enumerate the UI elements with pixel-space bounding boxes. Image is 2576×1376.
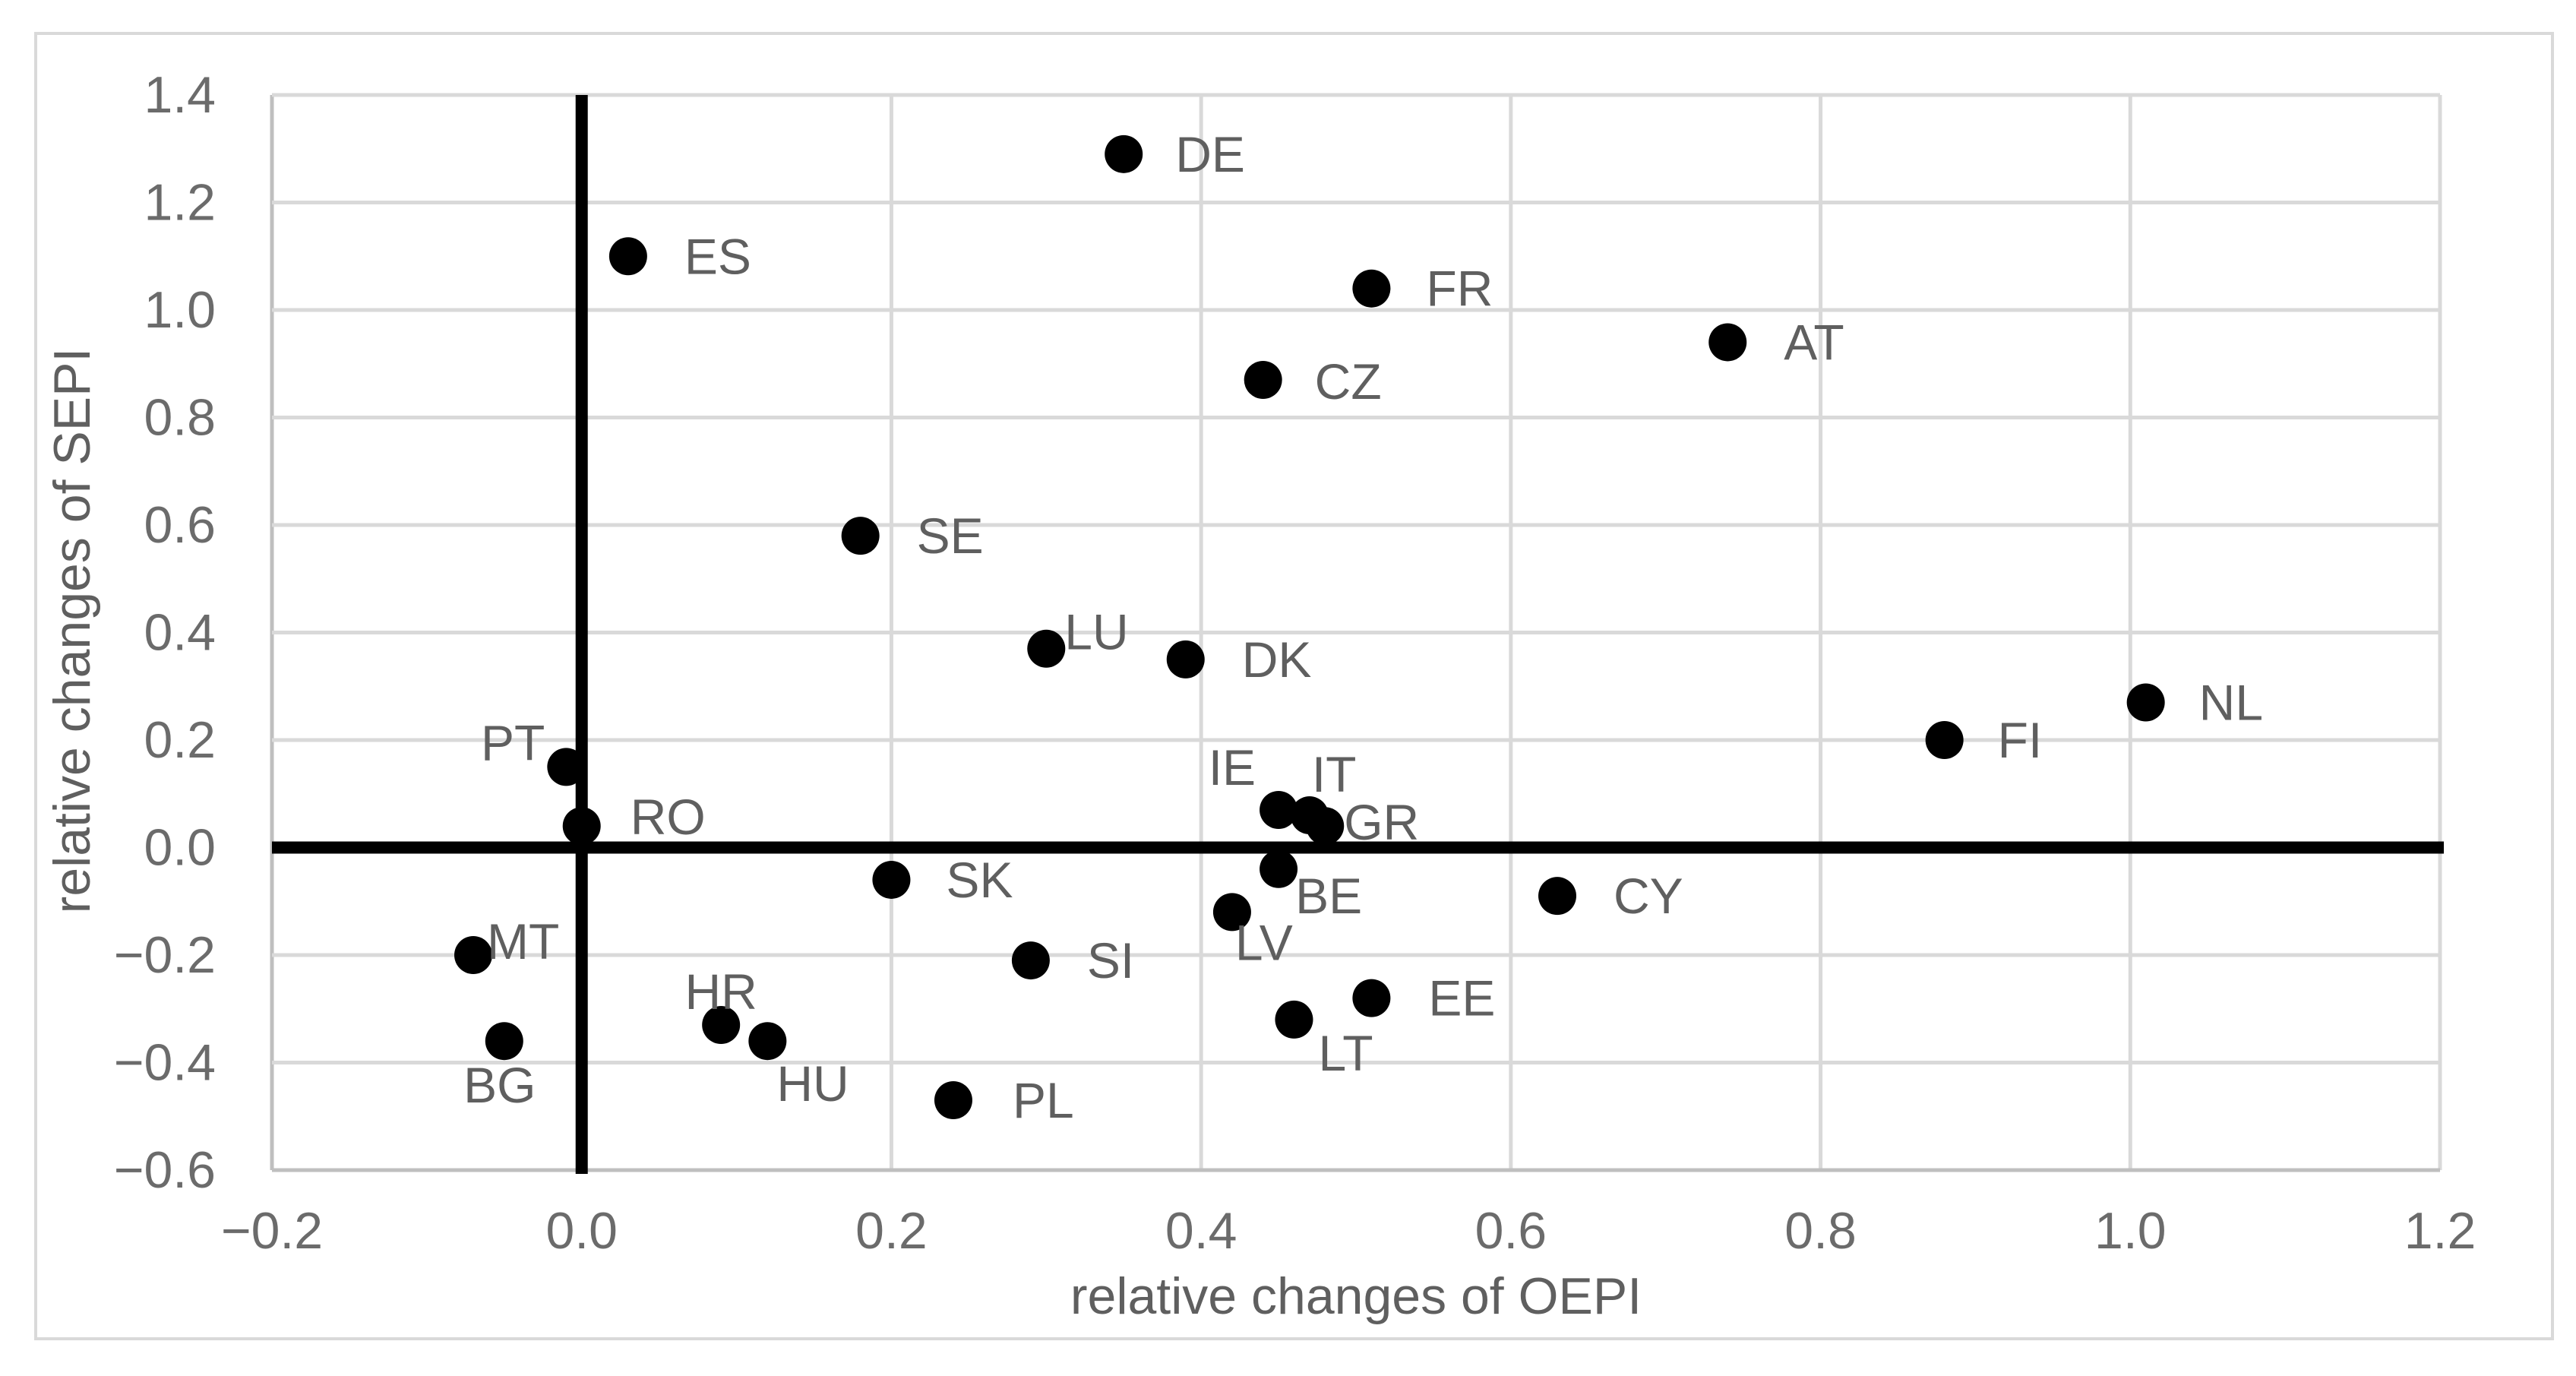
data-point-LU <box>1027 629 1066 668</box>
data-point-FR <box>1352 269 1391 308</box>
y-tick-label: 0.8 <box>144 389 216 447</box>
y-tick-label: 1.2 <box>144 174 216 232</box>
point-label-FI: FI <box>1998 712 2043 768</box>
y-tick-label: −0.6 <box>114 1141 216 1199</box>
x-axis-title: relative changes of OEPI <box>1070 1267 1642 1325</box>
point-label-AT: AT <box>1784 314 1844 370</box>
data-point-MT <box>454 936 493 974</box>
data-point-GR <box>1306 807 1345 846</box>
data-point-SI <box>1011 941 1050 980</box>
point-label-BG: BG <box>463 1057 536 1113</box>
point-label-CZ: CZ <box>1315 353 1382 410</box>
point-label-GR: GR <box>1344 794 1419 850</box>
data-point-HR <box>702 1005 741 1044</box>
point-label-DE: DE <box>1175 126 1245 182</box>
point-label-HU: HU <box>776 1055 849 1112</box>
x-tick-label: 0.4 <box>1165 1202 1237 1260</box>
point-label-PT: PT <box>481 714 545 770</box>
data-point-SK <box>872 860 911 899</box>
data-point-HU <box>748 1022 787 1061</box>
point-label-NL: NL <box>2199 674 2263 730</box>
point-label-DK: DK <box>1242 631 1312 688</box>
point-label-FR: FR <box>1426 261 1493 317</box>
data-point-EE <box>1352 979 1391 1017</box>
y-tick-label: −0.2 <box>114 926 216 984</box>
data-point-FI <box>1925 721 1964 759</box>
point-label-MT: MT <box>487 913 559 970</box>
data-point-PT <box>547 748 586 786</box>
data-point-ES <box>608 237 647 276</box>
y-tick-label: −0.4 <box>114 1034 216 1092</box>
point-label-SK: SK <box>946 852 1013 908</box>
point-label-ES: ES <box>684 228 751 284</box>
point-label-SI: SI <box>1087 932 1134 989</box>
point-label-IE: IE <box>1209 739 1256 796</box>
data-point-IE <box>1260 790 1298 829</box>
data-point-CY <box>1538 877 1577 916</box>
point-label-HR: HR <box>685 963 757 1020</box>
x-tick-label: 0.2 <box>855 1202 928 1260</box>
y-tick-label: 0.6 <box>144 496 216 554</box>
y-tick-label: 1.0 <box>144 281 216 339</box>
data-point-DK <box>1166 640 1205 679</box>
data-point-NL <box>2126 683 2165 722</box>
data-point-LV <box>1212 893 1251 932</box>
point-label-LU: LU <box>1064 604 1128 660</box>
y-axis-title: relative changes of SEPI <box>43 347 101 914</box>
point-label-LV: LV <box>1235 914 1293 970</box>
point-label-PL: PL <box>1013 1072 1074 1128</box>
point-label-LT: LT <box>1318 1025 1373 1081</box>
data-point-BG <box>485 1022 523 1061</box>
x-tick-label: −0.2 <box>221 1202 323 1260</box>
data-point-AT <box>1708 323 1747 362</box>
x-tick-label: 0.0 <box>545 1202 618 1260</box>
point-label-SE: SE <box>917 508 984 564</box>
x-tick-label: 1.2 <box>2404 1202 2476 1260</box>
point-label-EE: EE <box>1428 970 1495 1026</box>
data-point-LT <box>1275 1000 1313 1039</box>
data-point-CZ <box>1244 360 1282 399</box>
y-tick-label: 1.4 <box>144 66 216 124</box>
data-point-RO <box>562 807 601 846</box>
point-label-CY: CY <box>1614 868 1683 924</box>
data-point-PL <box>934 1081 972 1120</box>
point-label-RO: RO <box>631 789 706 845</box>
data-point-DE <box>1105 134 1143 173</box>
data-point-BE <box>1260 849 1298 888</box>
chart-border <box>34 32 2554 1340</box>
x-tick-label: 0.8 <box>1784 1202 1857 1260</box>
y-tick-label: 0.2 <box>144 711 216 769</box>
data-point-SE <box>841 517 880 555</box>
y-tick-label: 0.4 <box>144 604 216 662</box>
point-label-BE: BE <box>1295 868 1362 924</box>
x-tick-label: 1.0 <box>2094 1202 2167 1260</box>
point-label-IT: IT <box>1312 746 1357 802</box>
x-tick-label: 0.6 <box>1475 1202 1547 1260</box>
y-tick-label: 0.0 <box>144 819 216 877</box>
